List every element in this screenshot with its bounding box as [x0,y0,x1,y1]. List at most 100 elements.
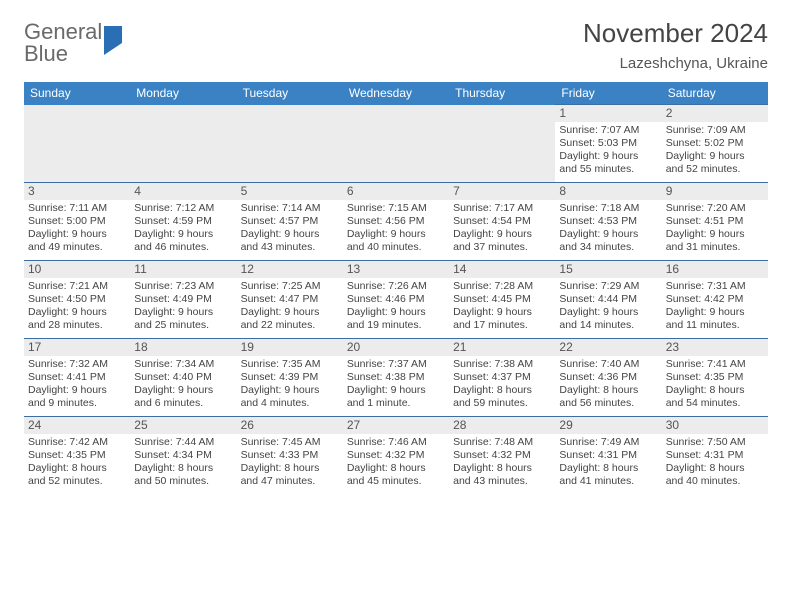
day-header-saturday: Saturday [662,82,768,105]
calendar-cell: 3Sunrise: 7:11 AMSunset: 5:00 PMDaylight… [24,183,130,261]
calendar-cell: 11 Sunrise: 7:23 AMSunset: 4:49 PMDayligh… [130,261,236,339]
day-number: 29 [555,417,661,434]
calendar-cell: 6Sunrise: 7:15 AMSunset: 4:56 PMDaylight… [343,183,449,261]
cell-sr: Sunrise: 7:37 AM [347,358,445,371]
cell-ss: Sunset: 4:32 PM [453,449,551,462]
cell-ss: Sunset: 4:31 PM [666,449,764,462]
calendar-cell: 12 Sunrise: 7:25 AMSunset: 4:47 PMDayligh… [237,261,343,339]
cell-sr: Sunrise: 7:26 AM [347,280,445,293]
cell-sr: Sunrise: 7:32 AM [28,358,126,371]
calendar-cell: 1Sunrise: 7:07 AMSunset: 5:03 PMDaylight… [555,105,661,183]
day-number: 5 [237,183,343,200]
cell-d1: Daylight: 8 hours [559,384,657,397]
logo: General Blue [24,18,122,66]
cell-sr: Sunrise: 7:12 AM [134,202,232,215]
cell-ss: Sunset: 4:33 PM [241,449,339,462]
day-number: 9 [662,183,768,200]
cell-ss: Sunset: 4:38 PM [347,371,445,384]
cell-d1: Daylight: 9 hours [134,306,232,319]
cell-sr: Sunrise: 7:25 AM [241,280,339,293]
calendar-cell: 14Sunrise: 7:28 AMSunset: 4:45 PMDayligh… [449,261,555,339]
cell-sr: Sunrise: 7:40 AM [559,358,657,371]
day-number: 12 [237,261,343,278]
day-number: 25 [130,417,236,434]
cell-sr: Sunrise: 7:35 AM [241,358,339,371]
day-number: 2 [662,105,768,122]
cell-d2: and 52 minutes. [28,475,126,488]
cell-ss: Sunset: 4:37 PM [453,371,551,384]
day-number: 7 [449,183,555,200]
cell-d2: and 17 minutes. [453,319,551,332]
calendar-cell: 23Sunrise: 7:41 AMSunset: 4:35 PMDayligh… [662,339,768,417]
cell-ss: Sunset: 4:32 PM [347,449,445,462]
cell-sr: Sunrise: 7:42 AM [28,436,126,449]
day-header-tuesday: Tuesday [237,82,343,105]
calendar-cell: 5Sunrise: 7:14 AMSunset: 4:57 PMDaylight… [237,183,343,261]
cell-sr: Sunrise: 7:49 AM [559,436,657,449]
cell-d1: Daylight: 8 hours [28,462,126,475]
cell-d1: Daylight: 9 hours [559,150,657,163]
cell-d2: and 54 minutes. [666,397,764,410]
cell-sr: Sunrise: 7:15 AM [347,202,445,215]
calendar-cell: 30 Sunrise: 7:50 AMSunset: 4:31 PMDayligh… [662,417,768,495]
calendar-cell: 16Sunrise: 7:31 AMSunset: 4:42 PMDayligh… [662,261,768,339]
day-number: 17 [24,339,130,356]
cell-d1: Daylight: 8 hours [453,384,551,397]
cell-d1: Daylight: 8 hours [666,462,764,475]
cell-sr: Sunrise: 7:07 AM [559,124,657,137]
day-header-wednesday: Wednesday [343,82,449,105]
cell-ss: Sunset: 4:44 PM [559,293,657,306]
cell-sr: Sunrise: 7:50 AM [666,436,764,449]
calendar-cell [237,105,343,183]
cell-ss: Sunset: 4:49 PM [134,293,232,306]
cell-ss: Sunset: 5:00 PM [28,215,126,228]
calendar-cell: 17Sunrise: 7:32 AMSunset: 4:41 PMDayligh… [24,339,130,417]
calendar-cell: 20Sunrise: 7:37 AMSunset: 4:38 PMDayligh… [343,339,449,417]
cell-ss: Sunset: 4:39 PM [241,371,339,384]
day-number: 15 [555,261,661,278]
calendar-body: 1Sunrise: 7:07 AMSunset: 5:03 PMDaylight… [24,105,768,495]
calendar-cell [449,105,555,183]
day-number: 27 [343,417,449,434]
cell-ss: Sunset: 4:47 PM [241,293,339,306]
header-row: General Blue November 2024 Lazeshchyna, … [24,18,768,72]
calendar-cell: 29Sunrise: 7:49 AMSunset: 4:31 PMDayligh… [555,417,661,495]
cell-d1: Daylight: 9 hours [453,228,551,241]
title-block: November 2024 Lazeshchyna, Ukraine [583,18,768,72]
cell-ss: Sunset: 4:46 PM [347,293,445,306]
cell-sr: Sunrise: 7:48 AM [453,436,551,449]
day-number: 24 [24,417,130,434]
cell-d1: Daylight: 9 hours [241,306,339,319]
cell-sr: Sunrise: 7:46 AM [347,436,445,449]
cell-d2: and 19 minutes. [347,319,445,332]
day-number: 30 [662,417,768,434]
cell-d2: and 46 minutes. [134,241,232,254]
cell-d2: and 1 minute. [347,397,445,410]
cell-d1: Daylight: 9 hours [666,150,764,163]
calendar-cell: 8Sunrise: 7:18 AMSunset: 4:53 PMDaylight… [555,183,661,261]
cell-d2: and 49 minutes. [28,241,126,254]
cell-d1: Daylight: 9 hours [134,384,232,397]
cell-ss: Sunset: 4:59 PM [134,215,232,228]
cell-d2: and 28 minutes. [28,319,126,332]
cell-ss: Sunset: 4:45 PM [453,293,551,306]
calendar-table: SundayMondayTuesdayWednesdayThursdayFrid… [24,82,768,495]
cell-sr: Sunrise: 7:44 AM [134,436,232,449]
cell-d1: Daylight: 9 hours [241,228,339,241]
cell-d2: and 25 minutes. [134,319,232,332]
calendar-cell [130,105,236,183]
cell-d2: and 55 minutes. [559,163,657,176]
cell-d1: Daylight: 8 hours [559,462,657,475]
cell-sr: Sunrise: 7:23 AM [134,280,232,293]
day-header-thursday: Thursday [449,82,555,105]
cell-sr: Sunrise: 7:28 AM [453,280,551,293]
cell-d1: Daylight: 9 hours [666,306,764,319]
day-number: 20 [343,339,449,356]
cell-d1: Daylight: 8 hours [241,462,339,475]
day-header-friday: Friday [555,82,661,105]
calendar-cell: 19Sunrise: 7:35 AMSunset: 4:39 PMDayligh… [237,339,343,417]
calendar-cell: 26Sunrise: 7:45 AMSunset: 4:33 PMDayligh… [237,417,343,495]
cell-d2: and 56 minutes. [559,397,657,410]
cell-d2: and 40 minutes. [666,475,764,488]
day-number: 11 [130,261,236,278]
